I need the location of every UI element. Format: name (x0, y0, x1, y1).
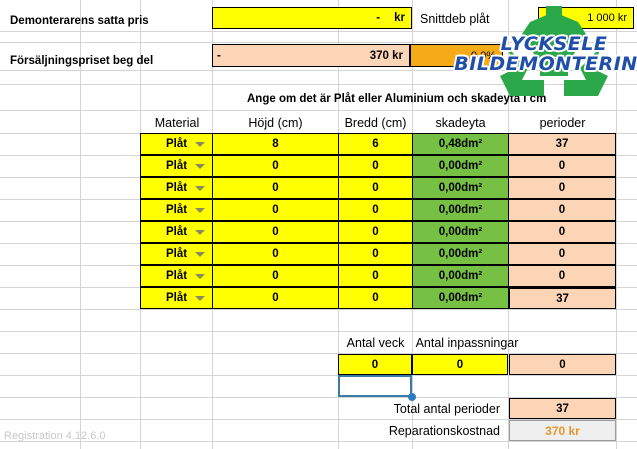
cell-hojd-row-3[interactable]: 0 (212, 177, 339, 199)
demonterarens-pris-unit: kr (394, 12, 405, 24)
cell-skadeyta-row-7: 0,00dm² (412, 265, 509, 287)
demonterarens-pris-dash: - (376, 12, 381, 24)
selected-cell[interactable] (338, 375, 412, 397)
cell-bredd-row-4[interactable]: 0 (338, 199, 413, 221)
column-header-skadeyta: skadeyta (435, 115, 486, 130)
cell-hojd-row-5[interactable]: 0 (212, 221, 339, 243)
cell-material-row-7[interactable]: Plåt (140, 265, 213, 287)
total-antal-perioder-value: 37 (509, 398, 616, 419)
fill-handle[interactable] (408, 393, 416, 401)
cell-perioder-row-4: 0 (508, 199, 616, 221)
cell-perioder-row-5: 0 (508, 221, 616, 243)
cell-skadeyta-row-1: 0,48dm² (412, 133, 509, 155)
cell-bredd-row-1[interactable]: 6 (338, 133, 413, 155)
cell-perioder-row-1: 37 (508, 133, 616, 155)
cell-hojd-row-7[interactable]: 0 (212, 265, 339, 287)
cell-skadeyta-row-5: 0,00dm² (412, 221, 509, 243)
forsaljningspriset-amount: 370 kr (369, 49, 403, 62)
registration-watermark: Registration 4.12.6.0 (4, 430, 106, 442)
cell-bredd-row-8[interactable]: 0 (338, 287, 413, 309)
cell-hojd-row-8[interactable]: 0 (212, 287, 339, 309)
chevron-down-icon[interactable] (195, 230, 205, 235)
cell-material-row-5[interactable]: Plåt (140, 221, 213, 243)
forsaljningspriset-percent: 0,0% (410, 44, 503, 67)
column-header-bredd: Bredd (cm) (344, 115, 407, 130)
cell-skadeyta-row-8: 0,00dm² (412, 287, 509, 309)
cell-hojd-row-6[interactable]: 0 (212, 243, 339, 265)
bottom-perioder-value: 0 (509, 354, 616, 375)
cell-bredd-row-3[interactable]: 0 (338, 177, 413, 199)
cell-material-row-1[interactable]: Plåt (140, 133, 213, 155)
column-header-perioder: perioder (539, 115, 586, 130)
forsaljningspriset-value: - 370 kr (212, 44, 410, 67)
antal-inpassningar-input[interactable]: 0 (412, 354, 508, 375)
chevron-down-icon[interactable] (195, 164, 205, 169)
snittdeb-plat-value[interactable]: 1 000 kr (538, 7, 634, 29)
chevron-down-icon[interactable] (195, 186, 205, 191)
cell-material-row-4[interactable]: Plåt (140, 199, 213, 221)
demonterarens-satta-pris-label: Demonterarens satta pris (10, 15, 149, 27)
chevron-down-icon[interactable] (195, 296, 205, 301)
cell-hojd-row-4[interactable]: 0 (212, 199, 339, 221)
forsaljningspriset-label: Försäljningspriset beg del (10, 55, 154, 67)
chevron-down-icon[interactable] (195, 274, 205, 279)
total-antal-perioder-label: Total antal perioder (393, 402, 500, 416)
snittdeb-plat-label: Snittdeb plåt (420, 12, 490, 26)
cell-perioder-row-3: 0 (508, 177, 616, 199)
cell-material-row-2[interactable]: Plåt (140, 155, 213, 177)
cell-skadeyta-row-6: 0,00dm² (412, 243, 509, 265)
cell-bredd-row-7[interactable]: 0 (338, 265, 413, 287)
antal-veck-input[interactable]: 0 (338, 354, 412, 375)
cell-skadeyta-row-4: 0,00dm² (412, 199, 509, 221)
chevron-down-icon[interactable] (195, 142, 205, 147)
cell-skadeyta-row-3: 0,00dm² (412, 177, 509, 199)
cell-perioder-row-2: 0 (508, 155, 616, 177)
chevron-down-icon[interactable] (195, 252, 205, 257)
instruction-text: Ange om det är Plåt eller Aluminium och … (247, 93, 547, 105)
cell-hojd-row-2[interactable]: 0 (212, 155, 339, 177)
column-header-material: Material (154, 115, 200, 130)
cell-material-row-8[interactable]: Plåt (140, 287, 213, 309)
cell-bredd-row-5[interactable]: 0 (338, 221, 413, 243)
cell-skadeyta-row-2: 0,00dm² (412, 155, 509, 177)
cell-bredd-row-2[interactable]: 0 (338, 155, 413, 177)
chevron-down-icon[interactable] (195, 208, 205, 213)
column-header-hojd: Höjd (cm) (248, 115, 303, 130)
cell-material-row-6[interactable]: Plåt (140, 243, 213, 265)
reparationskostnad-value: 370 kr (509, 420, 616, 441)
antal-inpassningar-header: Antal inpassningar (415, 336, 519, 350)
reparationskostnad-label: Reparationskostnad (388, 424, 500, 438)
forsaljningspriset-dash: - (217, 49, 221, 62)
demonterarens-pris-input[interactable]: - kr (212, 7, 412, 29)
cell-bredd-row-6[interactable]: 0 (338, 243, 413, 265)
cell-material-row-3[interactable]: Plåt (140, 177, 213, 199)
cell-perioder-row-7: 0 (508, 265, 616, 287)
antal-veck-header: Antal veck (346, 336, 405, 350)
cell-perioder-row-6: 0 (508, 243, 616, 265)
subtotal-perioder: 37 (509, 288, 616, 309)
cell-hojd-row-1[interactable]: 8 (212, 133, 339, 155)
